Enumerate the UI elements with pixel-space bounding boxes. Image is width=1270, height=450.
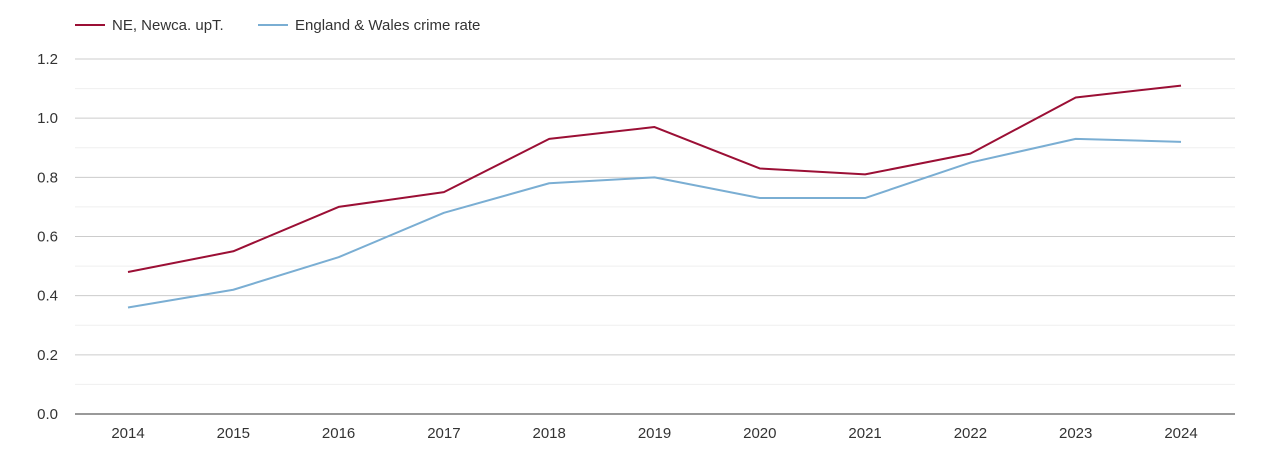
x-tick-label: 2020 bbox=[743, 425, 776, 442]
legend-label-1: England & Wales crime rate bbox=[295, 17, 480, 34]
grid bbox=[75, 58, 1235, 385]
x-tick-label: 2015 bbox=[217, 425, 250, 442]
y-tick-label: 0.6 bbox=[37, 229, 58, 246]
x-tick-label: 2014 bbox=[111, 425, 144, 442]
y-tick-label: 0.0 bbox=[37, 406, 58, 423]
x-axis: 2014 2015 2016 2017 2018 2019 2020 2021 2022 2023… bbox=[111, 425, 1197, 442]
legend-item-1[interactable]: England & Wales crime rate bbox=[258, 17, 480, 34]
series-line-1 bbox=[127, 137, 1182, 309]
y-tick-label: 1.2 bbox=[37, 51, 58, 68]
x-tick-label: 2024 bbox=[1164, 425, 1197, 442]
legend-label-0: NE, Newca. upT. bbox=[112, 17, 224, 34]
x-tick-label: 2021 bbox=[848, 425, 881, 442]
series-line-0 bbox=[127, 84, 1182, 273]
legend-item-0[interactable]: NE, Newca. upT. bbox=[75, 17, 224, 34]
y-tick-label: 0.2 bbox=[37, 347, 58, 364]
y-axis: 0.0 0.2 0.4 0.6 0.8 1.0 1.2 bbox=[37, 51, 58, 423]
y-tick-label: 0.8 bbox=[37, 169, 58, 186]
x-tick-label: 2018 bbox=[533, 425, 566, 442]
x-tick-label: 2022 bbox=[954, 425, 987, 442]
y-tick-label: 1.0 bbox=[37, 110, 58, 127]
x-tick-label: 2019 bbox=[638, 425, 671, 442]
legend: NE, Newca. upT. England & Wales crime ra… bbox=[75, 17, 480, 34]
x-tick-label: 2016 bbox=[322, 425, 355, 442]
x-tick-label: 2017 bbox=[427, 425, 460, 442]
y-tick-label: 0.4 bbox=[37, 288, 58, 305]
x-tick-label: 2023 bbox=[1059, 425, 1092, 442]
series-lines bbox=[127, 84, 1182, 309]
